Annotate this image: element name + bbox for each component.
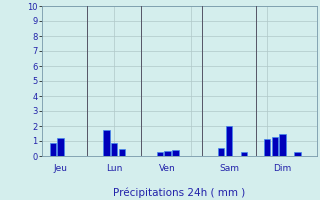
Text: Précipitations 24h ( mm ): Précipitations 24h ( mm ) <box>113 188 245 198</box>
Bar <box>172 150 179 156</box>
Bar <box>226 126 232 156</box>
Bar <box>294 152 301 156</box>
Bar <box>58 138 64 156</box>
Text: Jeu: Jeu <box>54 164 68 173</box>
Bar <box>241 152 247 156</box>
Bar <box>103 130 110 156</box>
Text: Dim: Dim <box>273 164 292 173</box>
Bar <box>264 139 270 156</box>
Bar <box>50 143 56 156</box>
Bar <box>164 151 171 156</box>
Text: Ven: Ven <box>159 164 176 173</box>
Bar <box>279 134 286 156</box>
Bar <box>111 142 117 156</box>
Text: Lun: Lun <box>106 164 123 173</box>
Bar <box>157 152 163 156</box>
Bar <box>218 148 225 156</box>
Text: Sam: Sam <box>219 164 239 173</box>
Bar <box>119 149 125 156</box>
Bar <box>271 137 278 156</box>
